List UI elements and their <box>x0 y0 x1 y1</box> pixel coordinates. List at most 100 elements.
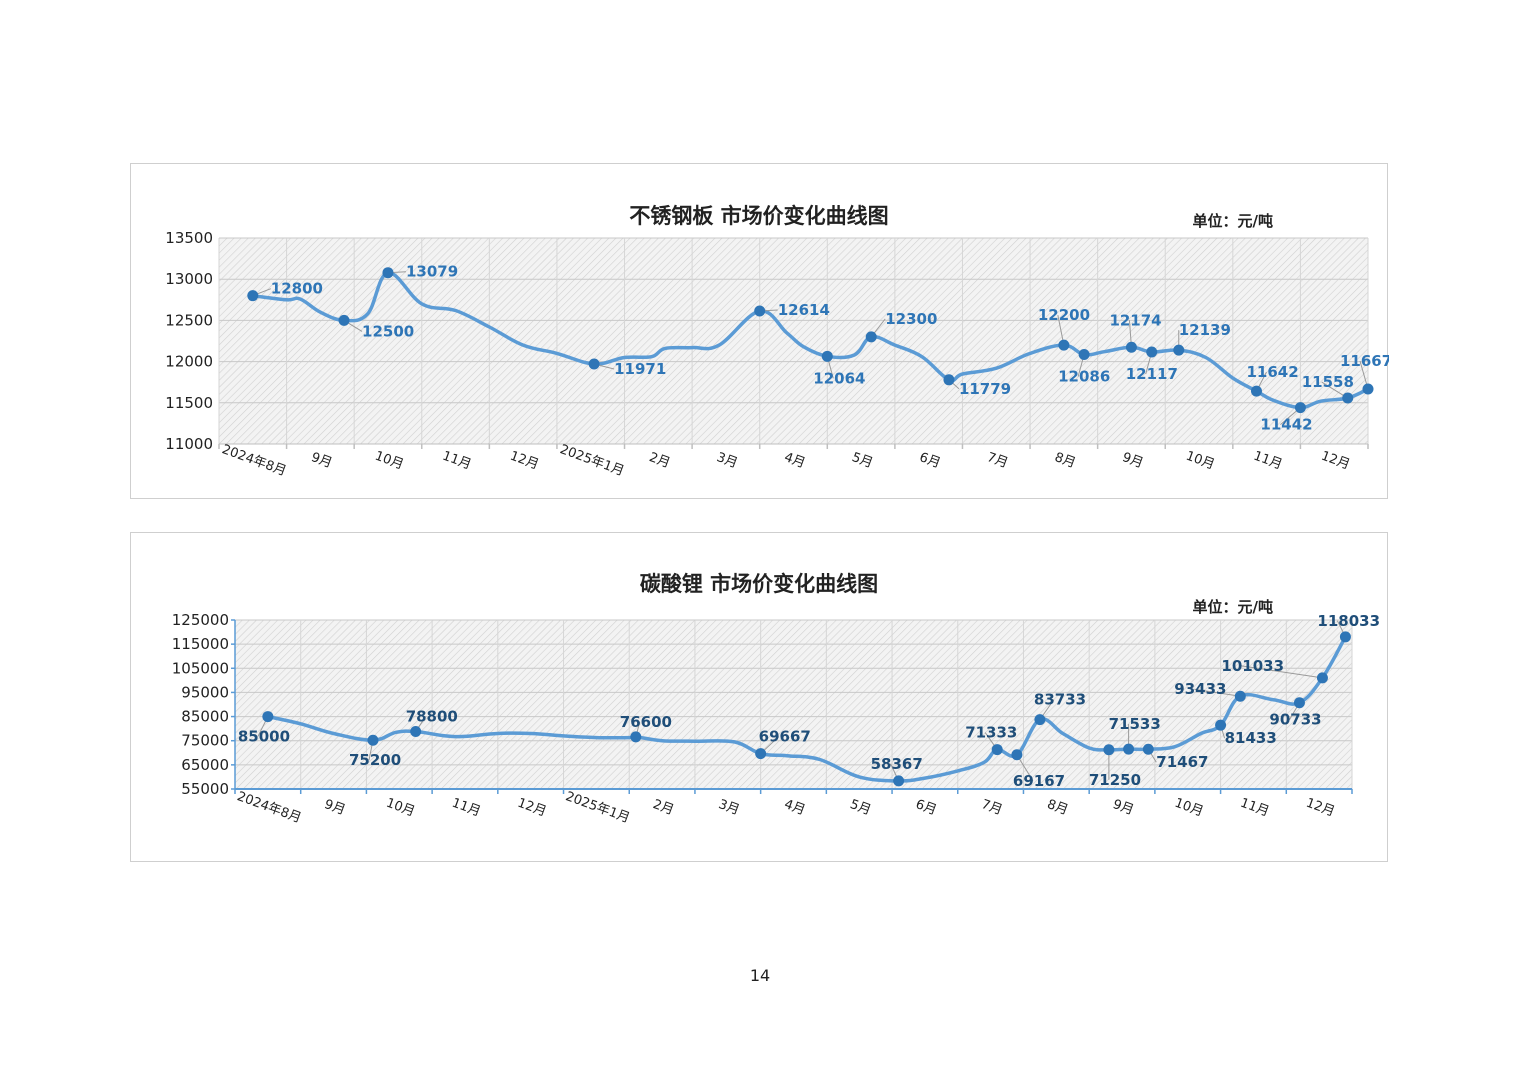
steel-data-label: 12086 <box>1058 368 1110 386</box>
steel-data-label: 12500 <box>362 322 414 340</box>
lithium-y-tick-label: 105000 <box>172 659 229 677</box>
steel-x-tick-label: 3月 <box>715 450 740 471</box>
steel-y-tick-label: 13000 <box>165 270 213 288</box>
steel-x-tick-label: 5月 <box>850 450 875 471</box>
lithium-y-tick-label: 65000 <box>181 756 229 774</box>
lithium-data-point <box>1316 672 1328 684</box>
lithium-data-point <box>1011 749 1023 761</box>
lithium-y-tick-label: 125000 <box>172 611 229 629</box>
steel-data-label: 12300 <box>885 310 937 328</box>
steel-y-tick-label: 12500 <box>165 311 213 329</box>
lithium-x-tick-label: 9月 <box>322 797 347 818</box>
lithium-x-tick-label: 2月 <box>651 797 676 818</box>
lithium-data-point <box>1123 743 1135 755</box>
steel-data-point <box>1146 346 1158 358</box>
steel-y-tick-label: 11000 <box>165 435 213 453</box>
stainless-steel-chart-title: 不锈钢板 市场价变化曲线图 <box>629 204 889 228</box>
lithium-data-label: 78800 <box>406 708 458 726</box>
lithium-series-line <box>266 635 1348 783</box>
lithium-y-tick-label: 115000 <box>172 635 229 653</box>
steel-data-label: 12117 <box>1126 365 1178 383</box>
steel-x-tick-label: 2025年1月 <box>558 442 626 479</box>
steel-data-label: 11779 <box>959 380 1011 398</box>
lithium-x-tick-label: 9月 <box>1111 797 1136 818</box>
steel-data-point <box>1173 344 1185 356</box>
lithium-data-label: 71467 <box>1156 753 1208 771</box>
steel-data-label: 13079 <box>406 263 458 281</box>
steel-data-label: 11558 <box>1302 373 1354 391</box>
lithium-data-label: 90733 <box>1269 711 1321 729</box>
stainless-steel-chart-svg: 11000 11500 12000 12500 13000 13500 2024年8月 9月 1… <box>165 229 1389 479</box>
lithium-data-label: 75200 <box>349 751 401 769</box>
lithium-data-point <box>410 726 422 738</box>
steel-data-label: 11667 <box>1340 352 1389 370</box>
steel-data-label: 12064 <box>813 369 865 387</box>
steel-x-tick-label: 10月 <box>1184 449 1217 473</box>
lithium-data-point <box>367 734 379 746</box>
steel-x-tick-label: 8月 <box>1052 450 1077 471</box>
lithium-data-point <box>893 775 905 787</box>
lithium-data-label: 93433 <box>1174 680 1226 698</box>
steel-data-label: 12174 <box>1109 311 1161 329</box>
lithium-y-tick-label: 95000 <box>181 683 229 701</box>
steel-data-point <box>754 305 766 317</box>
lithium-data-label: 118033 <box>1317 612 1380 630</box>
lithium-data-label: 101033 <box>1221 657 1284 675</box>
lithium-x-tick-label: 5月 <box>848 797 873 818</box>
steel-y-tick-label: 11500 <box>165 394 213 412</box>
steel-data-label: 12200 <box>1038 306 1090 324</box>
lithium-x-tick-label: 4月 <box>782 797 807 818</box>
lithium-y-tick-label: 55000 <box>181 780 229 798</box>
lithium-x-tick-label: 8月 <box>1045 797 1070 818</box>
lithium-y-tick-label: 75000 <box>181 732 229 750</box>
lithium-data-label: 69167 <box>1013 772 1065 790</box>
lithium-data-point <box>1234 690 1246 702</box>
steel-data-point <box>382 267 394 279</box>
steel-data-label: 12614 <box>778 301 830 319</box>
steel-x-tick-label: 7月 <box>985 450 1010 471</box>
steel-y-tick-label: 13500 <box>165 229 213 247</box>
lithium-x-tick-label: 6月 <box>914 797 939 818</box>
lithium-data-point <box>1034 714 1046 726</box>
lithium-data-point <box>1339 631 1351 643</box>
lithium-data-point <box>1293 697 1305 709</box>
steel-x-tick-label: 11月 <box>440 449 473 473</box>
steel-data-point <box>588 358 600 370</box>
lithium-x-tick-label: 7月 <box>979 797 1004 818</box>
lithium-data-point <box>630 731 642 743</box>
steel-x-tick-label: 2024年8月 <box>220 442 288 479</box>
steel-data-point <box>1362 383 1374 395</box>
steel-series-line <box>251 270 1370 410</box>
lithium-y-tick-label: 85000 <box>181 708 229 726</box>
steel-x-tick-label: 6月 <box>917 450 942 471</box>
steel-x-tick-label: 12月 <box>508 449 541 473</box>
lithium-x-tick-label: 12月 <box>515 796 548 820</box>
steel-data-label: 12139 <box>1179 321 1231 339</box>
lithium-data-point <box>1215 719 1227 731</box>
steel-x-tick-label: 2月 <box>647 450 672 471</box>
steel-x-tick-label: 4月 <box>782 450 807 471</box>
lithium-data-label: 71250 <box>1089 771 1141 789</box>
steel-y-tick-label: 12000 <box>165 353 213 371</box>
lithium-data-label: 71533 <box>1109 715 1161 733</box>
lithium-data-label: 83733 <box>1034 691 1086 709</box>
steel-data-label: 11971 <box>614 360 666 378</box>
lithium-carbonate-chart-svg: 55000 65000 75000 85000 95000 105000 115000 125… <box>172 611 1380 826</box>
steel-data-label: 11442 <box>1260 416 1312 434</box>
lithium-x-tick-label: 11月 <box>1238 796 1271 820</box>
steel-x-tick-label: 11月 <box>1251 449 1284 473</box>
lithium-data-label: 85000 <box>238 728 290 746</box>
lithium-carbonate-unit-label: 单位：元/吨 <box>1192 598 1273 616</box>
steel-data-point <box>1342 392 1354 404</box>
lithium-data-label: 71333 <box>965 724 1017 742</box>
steel-x-tick-label: 9月 <box>1120 450 1145 471</box>
lithium-leader-line <box>1241 665 1323 679</box>
steel-data-point <box>247 290 259 302</box>
page-number: 14 <box>749 966 771 985</box>
lithium-data-label: 69667 <box>759 728 811 746</box>
steel-data-point <box>821 350 833 362</box>
steel-x-tick-label: 12月 <box>1319 449 1352 473</box>
steel-data-point <box>1294 402 1306 414</box>
lithium-x-tick-label: 10月 <box>1172 796 1205 820</box>
lithium-carbonate-chart-panel: 55000 65000 75000 85000 95000 105000 115000 125… <box>130 532 1388 862</box>
